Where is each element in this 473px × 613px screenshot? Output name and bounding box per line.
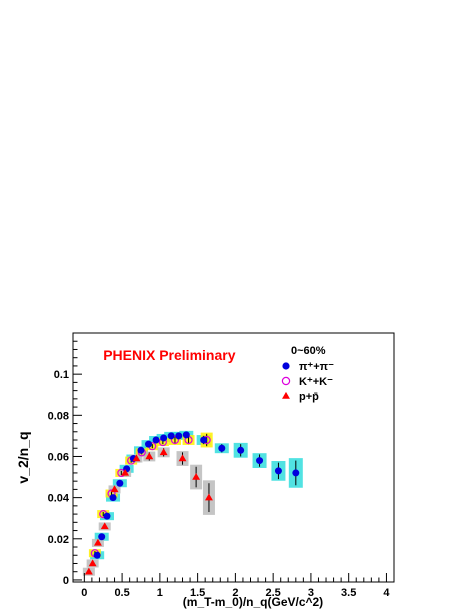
data-point <box>182 431 190 439</box>
tick-labels: 0 0.5 1 1.5 2 2.5 3 3.5 4 0 0.02 0.04 0.06 0.08 0.1 <box>48 369 391 599</box>
x-tick-label: 1 <box>157 587 163 599</box>
data-point <box>178 454 187 462</box>
data-point <box>93 538 102 546</box>
x-tick-label: 0.5 <box>114 587 129 599</box>
plot-frame <box>72 332 395 583</box>
data-point <box>256 457 264 465</box>
legend-label: π⁺+π⁻ <box>299 361 334 373</box>
data-point <box>98 533 106 541</box>
data-point <box>103 512 111 520</box>
y-tick-label: 0.08 <box>48 410 69 422</box>
data-point <box>88 559 97 567</box>
data-point <box>132 454 141 462</box>
legend-marker <box>282 362 290 370</box>
y-tick-label: 0.04 <box>48 493 70 505</box>
data-point <box>137 446 145 454</box>
data-point <box>170 435 180 445</box>
data-point <box>274 467 282 475</box>
data-point <box>152 436 160 444</box>
data-point <box>159 448 168 456</box>
y-axis-title-text: v_2/n_q <box>15 431 31 483</box>
data-markers <box>84 431 300 575</box>
x-tick-label: 2.5 <box>266 587 281 599</box>
legend-label: p+p̄ <box>299 391 319 403</box>
y-axis-title: v_2/n_q <box>15 431 31 483</box>
data-point <box>200 436 208 444</box>
y-tick-label: 0.1 <box>54 369 69 381</box>
y-tick-label: 0.06 <box>48 451 69 463</box>
data-point <box>145 452 154 460</box>
x-tick-label: 1.5 <box>190 587 205 599</box>
data-point <box>121 468 130 476</box>
axis-ticks <box>73 340 387 582</box>
data-point <box>116 479 124 487</box>
x-tick-label: 4 <box>383 587 390 599</box>
data-point <box>192 472 201 480</box>
legend: 0~60% π⁺+π⁻ K⁺+K⁻ p+p̄ <box>281 345 334 403</box>
data-point <box>109 494 117 502</box>
legend-title: 0~60% <box>291 345 326 357</box>
data-point <box>175 432 183 440</box>
data-point <box>145 440 153 448</box>
legend-label: K⁺+K⁻ <box>299 376 333 388</box>
x-tick-label: 3.5 <box>341 587 356 599</box>
data-point <box>237 446 245 454</box>
systematic-boxes <box>82 430 303 576</box>
data-point <box>160 434 168 442</box>
data-point <box>292 469 300 477</box>
legend-marker <box>282 391 290 399</box>
data-point <box>100 522 109 530</box>
data-point <box>218 444 226 452</box>
data-point <box>110 485 119 493</box>
y-tick-label: 0.02 <box>48 534 69 546</box>
x-axis-title: (m_T-m_0)/n_q(GeV/c^2) <box>183 595 323 609</box>
x-axis-title-text: (m_T-m_0)/n_q(GeV/c^2) <box>183 595 323 609</box>
x-tick-label: 3 <box>308 587 314 599</box>
data-point <box>167 432 175 440</box>
data-point <box>84 567 93 575</box>
chart-annotation: PHENIX Preliminary <box>103 347 235 363</box>
data-point <box>93 551 101 559</box>
data-point <box>204 493 213 501</box>
x-tick-label: 0 <box>81 587 87 599</box>
y-tick-label: 0 <box>63 575 69 587</box>
legend-marker <box>281 376 291 386</box>
x-tick-label: 2 <box>232 587 238 599</box>
